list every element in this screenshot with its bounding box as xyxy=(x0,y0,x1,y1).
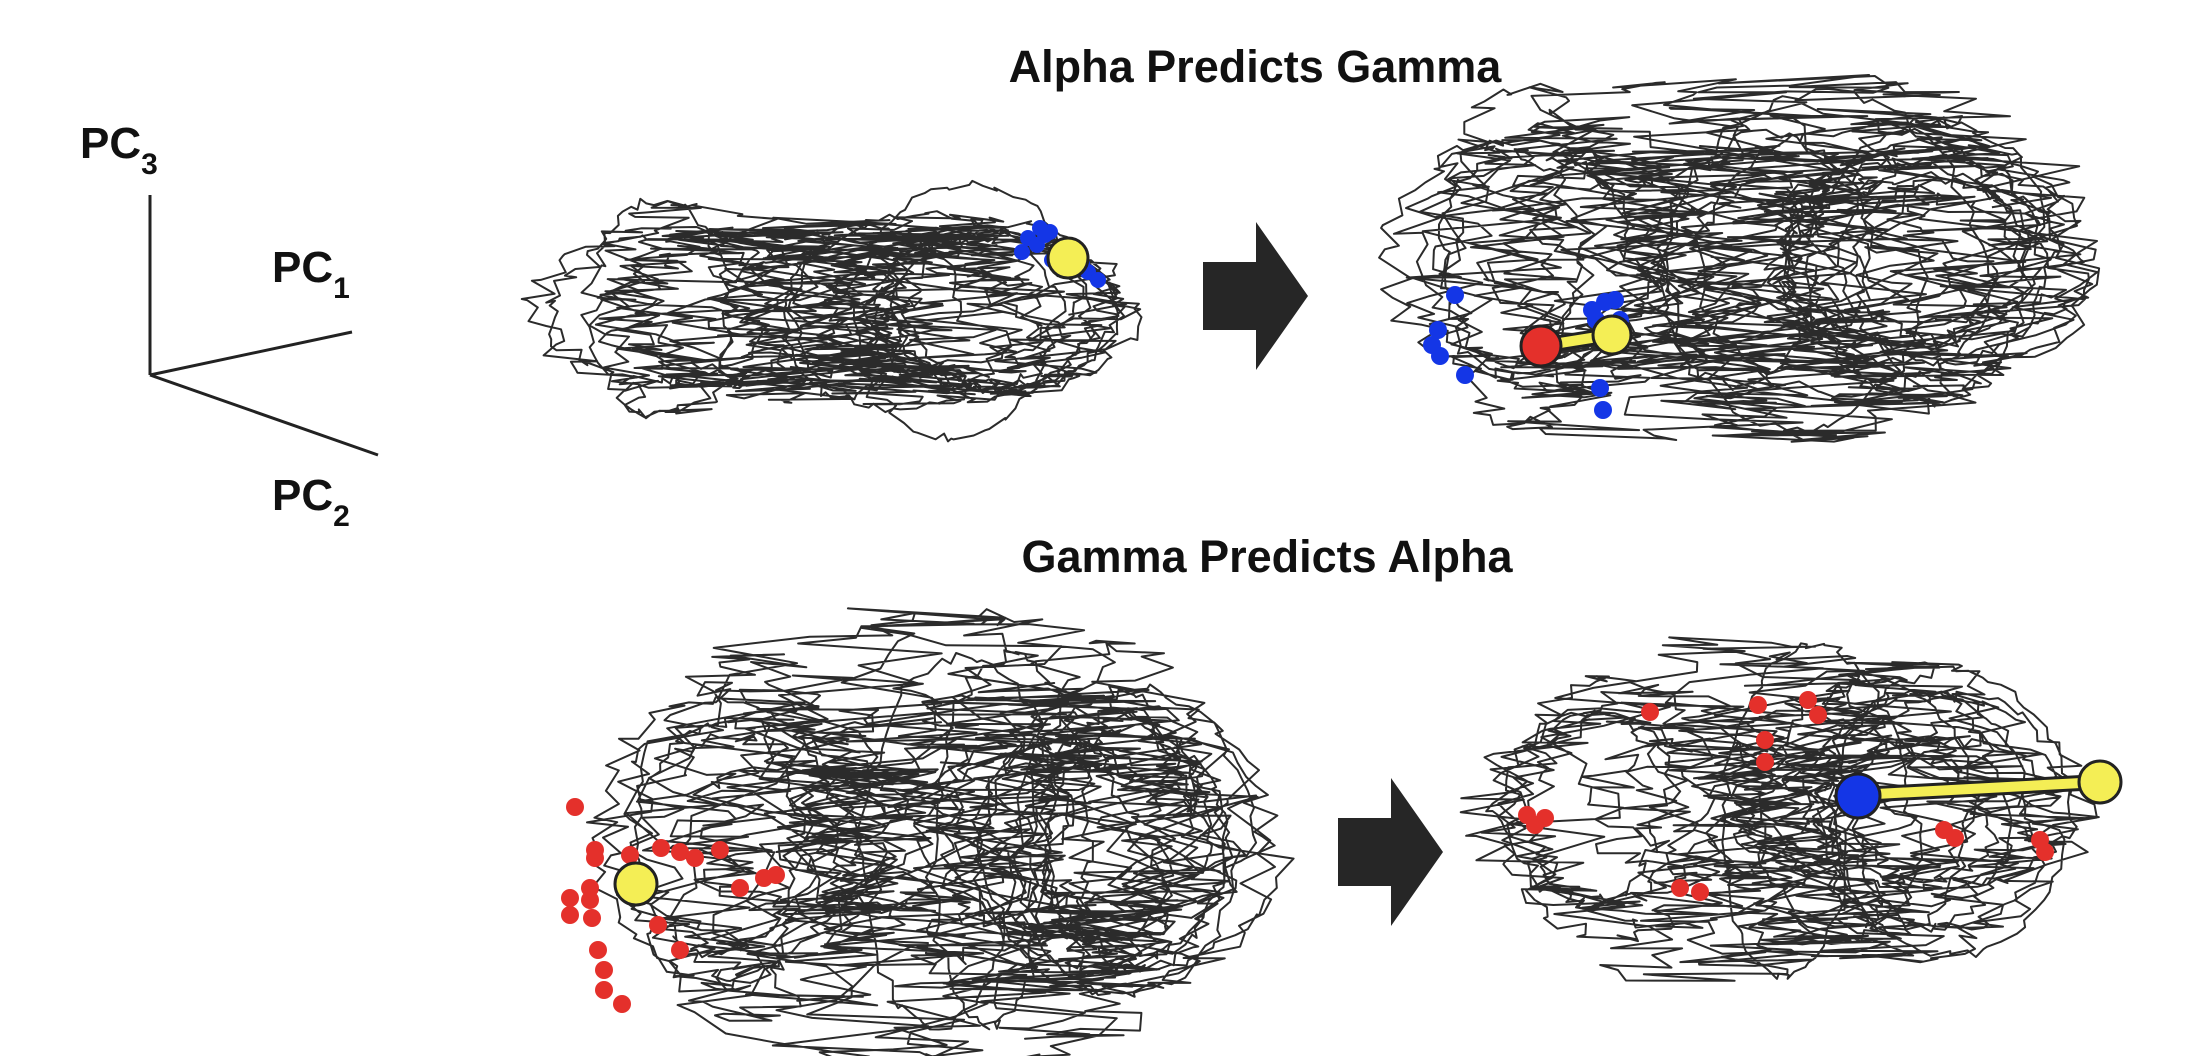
blue-neighbor-dot xyxy=(1014,244,1030,260)
blue-neighbor-dot xyxy=(1431,347,1449,365)
red-neighbor-dot xyxy=(711,841,729,859)
red-neighbor-dot xyxy=(649,916,667,934)
red-neighbor-dot xyxy=(581,891,599,909)
pc2-label: PC2 xyxy=(272,471,350,533)
red-neighbor-dot xyxy=(2036,843,2054,861)
red-estimate-point xyxy=(1519,324,1563,368)
trajectory-bottom-left xyxy=(586,607,1295,1056)
red-neighbor-dot xyxy=(561,906,579,924)
bottom-transition-arrow xyxy=(1338,778,1443,926)
attractor-trajectories xyxy=(520,74,2101,1056)
red-neighbor-dot xyxy=(652,839,670,857)
red-neighbor-dot xyxy=(1641,703,1659,721)
yellow-target-point xyxy=(1591,314,1633,356)
red-neighbor-dot xyxy=(621,846,639,864)
blue-neighbor-dot xyxy=(1446,286,1464,304)
red-neighbor-dot xyxy=(686,849,704,867)
yellow-target-point xyxy=(613,861,659,907)
red-neighbor-dot xyxy=(767,866,785,884)
pc2-axis-line xyxy=(149,373,379,457)
red-neighbor-dot xyxy=(1749,696,1767,714)
trajectory-bottom-right xyxy=(1459,636,2100,982)
red-neighbor-dot xyxy=(589,941,607,959)
top-panel-title: Alpha Predicts Gamma xyxy=(1009,41,1503,92)
trajectory-top-right xyxy=(1378,74,2101,443)
red-neighbor-dot xyxy=(1536,809,1554,827)
prediction-link-bar xyxy=(1853,777,2105,800)
pc3-label: PC3 xyxy=(80,119,158,181)
blue-neighbor-dot xyxy=(1606,291,1624,309)
blue-neighbor-dot xyxy=(1594,401,1612,419)
red-neighbor-dot xyxy=(1671,879,1689,897)
red-neighbor-dot xyxy=(595,981,613,999)
red-neighbor-dot xyxy=(1799,691,1817,709)
red-neighbor-dot xyxy=(595,961,613,979)
yellow-target-point xyxy=(2077,759,2123,805)
red-neighbor-dot xyxy=(1756,753,1774,771)
blue-neighbor-dot xyxy=(1429,321,1447,339)
pc1-axis-line xyxy=(149,330,353,377)
pc1-label: PC1 xyxy=(272,243,350,305)
blue-neighbor-dot xyxy=(1591,379,1609,397)
yellow-target-point xyxy=(1046,236,1090,280)
red-neighbor-dot xyxy=(1809,706,1827,724)
pc-axes-legend: PC3 PC1 PC2 xyxy=(80,119,379,533)
red-neighbor-dot xyxy=(561,889,579,907)
red-neighbor-dot xyxy=(671,941,689,959)
red-neighbor-dot xyxy=(1691,883,1709,901)
blue-neighbor-dot xyxy=(1456,366,1474,384)
neighbor-markers xyxy=(561,220,2123,1013)
trajectory-top-left xyxy=(520,179,1143,443)
bottom-panel-title: Gamma Predicts Alpha xyxy=(1021,531,1513,582)
blue-neighbor-dot xyxy=(1037,227,1053,243)
blue-estimate-point xyxy=(1834,772,1882,820)
red-neighbor-dot xyxy=(731,879,749,897)
blue-neighbor-dot xyxy=(1090,272,1106,288)
red-neighbor-dot xyxy=(583,909,601,927)
red-neighbor-dot xyxy=(1756,731,1774,749)
red-neighbor-dot xyxy=(613,995,631,1013)
red-neighbor-dot xyxy=(566,798,584,816)
red-neighbor-dot xyxy=(586,841,604,859)
red-neighbor-dot xyxy=(1946,829,1964,847)
red-neighbor-dot xyxy=(671,843,689,861)
top-transition-arrow xyxy=(1203,222,1308,370)
